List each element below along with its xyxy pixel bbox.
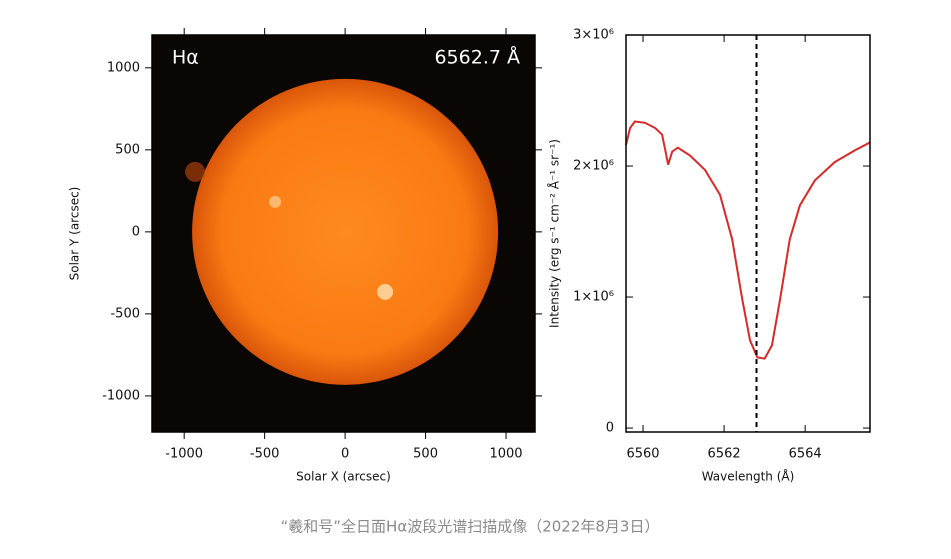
x-tick-label: 6564 — [789, 447, 822, 462]
y-tick-label: 3×10⁶ — [573, 28, 614, 43]
x-tick-label: -500 — [250, 447, 280, 462]
y-axis-label: Intensity (erg s⁻¹ cm⁻² Å⁻¹ sr⁻¹) — [547, 139, 562, 328]
x-axis-label: Solar X (arcsec) — [296, 470, 391, 484]
y-tick-label: -1000 — [102, 388, 140, 403]
plot-frame — [625, 34, 871, 433]
x-tick-label: 6562 — [708, 447, 741, 462]
sun-disk — [192, 78, 499, 385]
y-tick-label: -500 — [110, 306, 140, 321]
x-tick-label: 6560 — [626, 447, 659, 462]
y-tick-label: 500 — [115, 142, 140, 157]
y-tick-label: 0 — [132, 224, 140, 239]
y-axis-label: Solar Y (arcsec) — [68, 187, 82, 281]
plot-frame — [151, 34, 536, 433]
y-tick-label: 2×10⁶ — [573, 159, 614, 174]
y-tick-label: 1×10⁶ — [573, 290, 614, 305]
caption: “羲和号”全日面Hα波段光谱扫描成像（2022年8月3日） — [281, 518, 660, 536]
spectrum-line — [625, 120, 871, 360]
x-tick-label: 500 — [413, 447, 438, 462]
x-axis-label: Wavelength (Å) — [702, 469, 795, 484]
plage — [377, 283, 394, 300]
x-tick-label: 1000 — [489, 447, 522, 462]
wavelength-annotation: 6562.7 Å — [434, 46, 520, 69]
plage — [269, 195, 282, 208]
y-tick-label: 0 — [606, 421, 614, 436]
prominence — [185, 161, 206, 182]
x-tick-label: -1000 — [165, 447, 203, 462]
y-tick-label: 1000 — [107, 60, 140, 75]
wavelength-label: Hα — [172, 47, 199, 69]
x-tick-label: 0 — [341, 447, 349, 462]
